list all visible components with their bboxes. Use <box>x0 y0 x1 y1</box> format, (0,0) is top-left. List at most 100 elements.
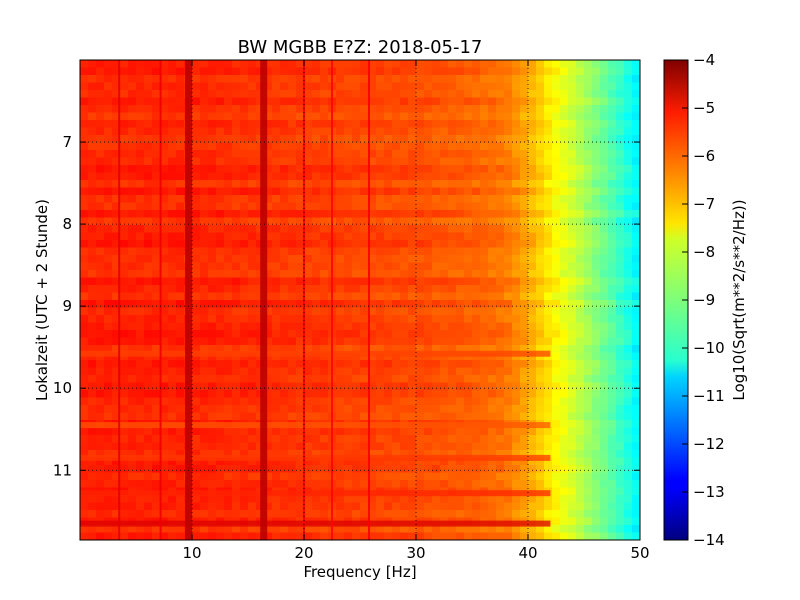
heatmap-cell <box>280 157 289 166</box>
heatmap-cell <box>104 75 113 84</box>
heatmap-cell <box>240 142 249 151</box>
heatmap-cell <box>336 105 345 114</box>
heatmap-cell <box>224 232 233 241</box>
heatmap-cell <box>520 82 529 91</box>
heatmap-cell <box>552 172 561 181</box>
heatmap-cell <box>536 405 545 414</box>
heatmap-cell <box>320 277 329 286</box>
heatmap-cell <box>448 442 457 451</box>
heatmap-cell <box>304 210 313 219</box>
heatmap-cell <box>120 82 129 91</box>
heatmap-cell <box>160 172 169 181</box>
heatmap-cell <box>336 457 345 466</box>
heatmap-cell <box>288 405 297 414</box>
heatmap-cell <box>392 375 401 384</box>
heatmap-cell <box>600 150 609 159</box>
heatmap-cell <box>360 67 369 76</box>
heatmap-cell <box>264 315 273 324</box>
heatmap-cell <box>624 180 633 189</box>
heatmap-cell <box>136 232 145 241</box>
heatmap-cell <box>368 240 377 249</box>
heatmap-cell <box>472 472 481 481</box>
heatmap-cell <box>232 90 241 99</box>
heatmap-cell <box>128 225 137 234</box>
heatmap-cell <box>288 367 297 376</box>
heatmap-cell <box>392 337 401 346</box>
heatmap-cell <box>432 472 441 481</box>
heatmap-cell <box>320 367 329 376</box>
heatmap-cell <box>536 232 545 241</box>
heatmap-cell <box>504 397 513 406</box>
heatmap-cell <box>376 405 385 414</box>
heatmap-cell <box>160 112 169 121</box>
heatmap-cell <box>128 345 137 354</box>
heatmap-cell <box>200 300 209 309</box>
heatmap-cell <box>592 97 601 106</box>
heatmap-cell <box>632 307 640 316</box>
heatmap-cell <box>104 97 113 106</box>
heatmap-cell <box>248 105 257 114</box>
heatmap-cell <box>464 247 473 256</box>
heatmap-cell <box>608 127 617 136</box>
heatmap-cell <box>408 510 417 519</box>
heatmap-cell <box>200 135 209 144</box>
heatmap-cell <box>168 375 177 384</box>
heatmap-cell <box>96 480 105 489</box>
heatmap-cell <box>632 517 640 526</box>
heatmap-cell <box>600 337 609 346</box>
heatmap-cell <box>216 217 225 226</box>
heatmap-cell <box>432 502 441 511</box>
heatmap-cell <box>488 502 497 511</box>
heatmap-cell <box>552 300 561 309</box>
heatmap-cell <box>336 465 345 474</box>
heatmap-cell <box>512 390 521 399</box>
heatmap-cell <box>288 135 297 144</box>
heatmap-cell <box>632 240 640 249</box>
heatmap-cell <box>240 337 249 346</box>
heatmap-cell <box>576 457 585 466</box>
heatmap-cell <box>232 142 241 151</box>
heatmap-cell <box>336 240 345 249</box>
heatmap-cell <box>616 352 625 361</box>
heatmap-cell <box>360 495 369 504</box>
heatmap-cell <box>376 450 385 459</box>
heatmap-cell <box>120 382 129 391</box>
heatmap-cell <box>576 247 585 256</box>
heatmap-cell <box>360 90 369 99</box>
heatmap-cell <box>104 472 113 481</box>
heatmap-cell <box>472 465 481 474</box>
x-tick-label: 10 <box>182 544 201 562</box>
heatmap-cell <box>440 150 449 159</box>
heatmap-cell <box>264 510 273 519</box>
heatmap-cell <box>232 300 241 309</box>
heatmap-cell <box>232 337 241 346</box>
heatmap-cell <box>232 210 241 219</box>
heatmap-cell <box>440 240 449 249</box>
heatmap-cell <box>168 210 177 219</box>
heatmap-cell <box>448 202 457 211</box>
heatmap-cell <box>432 337 441 346</box>
heatmap-cell <box>624 225 633 234</box>
heatmap-cell <box>240 435 249 444</box>
heatmap-cell <box>536 502 545 511</box>
heatmap-cell <box>592 367 601 376</box>
heatmap-cell <box>128 255 137 264</box>
heatmap-cell <box>472 457 481 466</box>
heatmap-cell <box>272 277 281 286</box>
heatmap-cell <box>360 390 369 399</box>
heatmap-cell <box>544 532 553 540</box>
heatmap-cell <box>240 157 249 166</box>
heatmap-cell <box>384 472 393 481</box>
heatmap-cell <box>504 142 513 151</box>
heatmap-cell <box>152 180 161 189</box>
heatmap-cell <box>464 270 473 279</box>
heatmap-cell <box>576 285 585 294</box>
heatmap-cell <box>400 262 409 271</box>
heatmap-cell <box>384 330 393 339</box>
heatmap-cell <box>120 525 129 534</box>
heatmap-cell <box>352 202 361 211</box>
heatmap-cell <box>112 457 121 466</box>
heatmap-cell <box>136 210 145 219</box>
heatmap-cell <box>608 217 617 226</box>
heatmap-cell <box>288 322 297 331</box>
